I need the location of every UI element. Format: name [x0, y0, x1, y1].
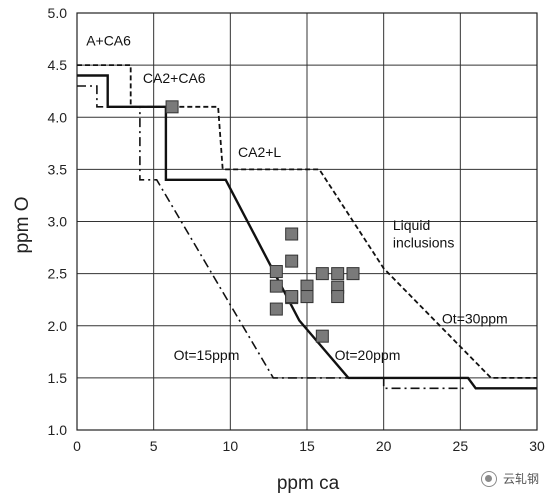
data-point — [331, 290, 345, 304]
data-point — [346, 267, 360, 281]
annotation-label: Ot=20ppm — [335, 347, 401, 363]
x-tick-label: 0 — [73, 438, 81, 454]
annotation-label: Ot=30ppm — [442, 311, 508, 327]
data-point — [269, 265, 283, 279]
data-point — [165, 100, 179, 114]
y-axis-title: ppm O — [12, 196, 33, 253]
y-tick-label: 1.5 — [48, 370, 68, 386]
y-tick-label: 5.0 — [48, 5, 68, 21]
data-point — [315, 329, 329, 343]
x-tick-label: 10 — [223, 438, 239, 454]
series-line-ot-20ppm — [77, 74, 537, 390]
tick-labels: 0 5 10 15 20 25 30 1.0 1.5 2.0 2.5 3.0 3.5 4.0 4.5 5.0 — [48, 5, 545, 454]
annotation-label: Liquid — [393, 217, 430, 233]
plot-border — [76, 12, 538, 431]
data-point — [285, 227, 299, 241]
data-point — [285, 254, 299, 268]
watermark-text: 云轧钢 — [502, 472, 539, 486]
annotation-label: CA2+CA6 — [143, 70, 206, 86]
data-point — [300, 290, 314, 304]
series-lines — [77, 64, 537, 390]
x-tick-label: 15 — [299, 438, 315, 454]
watermark: 云轧钢 — [480, 470, 539, 487]
annotations: A+CA6 CA2+CA6 CA2+L Liquid inclusions Ot=30pp… — [86, 32, 507, 363]
annotation-label: CA2+L — [238, 144, 281, 160]
series-line-ot-15ppm — [77, 85, 465, 390]
x-axis-title: ppm ca — [277, 473, 340, 494]
x-tick-label: 5 — [150, 438, 158, 454]
annotation-label: A+CA6 — [86, 32, 131, 48]
data-point — [269, 302, 283, 316]
x-tick-label: 30 — [529, 438, 545, 454]
x-tick-label: 20 — [376, 438, 392, 454]
data-point — [331, 267, 345, 281]
annotation-label: inclusions — [393, 235, 454, 251]
y-tick-label: 3.0 — [48, 214, 68, 230]
data-point — [269, 279, 283, 293]
y-tick-label: 1.0 — [48, 422, 68, 438]
y-tick-label: 3.5 — [48, 161, 68, 177]
y-tick-label: 2.5 — [48, 266, 68, 282]
annotation-label: Ot=15ppm — [174, 347, 240, 363]
wechat-logo-icon — [480, 470, 497, 487]
data-point — [285, 290, 299, 304]
x-tick-label: 25 — [453, 438, 469, 454]
data-points — [165, 100, 360, 343]
data-point — [315, 267, 329, 281]
series-line-ot-30ppm — [77, 64, 537, 379]
y-tick-label: 4.0 — [48, 109, 68, 125]
y-tick-label: 4.5 — [48, 57, 68, 73]
y-tick-label: 2.0 — [48, 318, 68, 334]
